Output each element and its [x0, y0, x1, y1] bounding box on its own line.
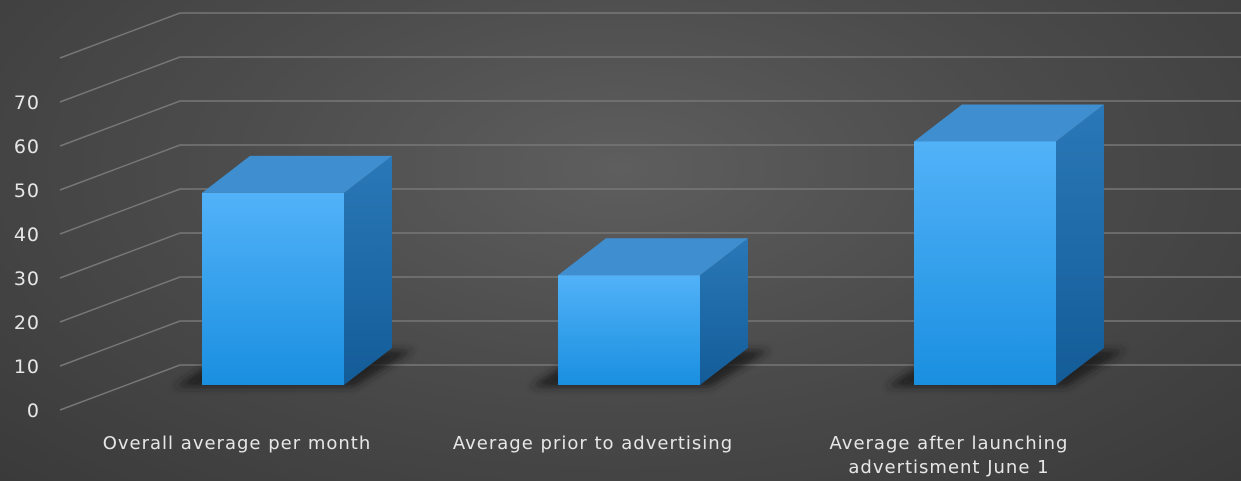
- y-tick-label: 70: [14, 92, 40, 114]
- bar-side: [1056, 104, 1104, 385]
- bar-front: [202, 192, 344, 385]
- category-labels: Overall average per month Average prior t…: [103, 433, 1069, 478]
- gridline: [59, 320, 1241, 367]
- y-tick-label: 0: [27, 400, 40, 422]
- bar-front: [558, 275, 700, 385]
- bar-top: [558, 238, 748, 276]
- gridline: [59, 364, 1241, 411]
- gridlines: [59, 12, 1241, 411]
- bar: [886, 104, 1126, 387]
- bar: [530, 238, 770, 387]
- bar-front: [914, 141, 1056, 385]
- x-category-label: Average after launching advertisment June…: [830, 433, 1069, 478]
- y-tick-label: 50: [14, 180, 40, 202]
- bar: [174, 155, 414, 387]
- gridline: [59, 188, 1241, 235]
- x-category-label: Average prior to advertising: [453, 433, 733, 454]
- gridline: [59, 276, 1241, 323]
- x-category-label: Overall average per month: [103, 433, 372, 454]
- bar-side: [344, 155, 392, 385]
- bar-top: [914, 104, 1104, 142]
- y-axis: 0 10 20 30 40 50 60 70: [14, 92, 40, 422]
- bar-top: [202, 155, 392, 193]
- gridline: [59, 100, 1241, 147]
- bar-side: [700, 238, 748, 385]
- bars: [174, 104, 1126, 387]
- gridline: [59, 232, 1241, 279]
- y-tick-label: 20: [14, 312, 40, 334]
- gridline: [59, 56, 1241, 103]
- y-tick-label: 60: [14, 136, 40, 158]
- y-tick-label: 30: [14, 268, 40, 290]
- gridline: [59, 144, 1241, 191]
- y-tick-label: 40: [14, 224, 40, 246]
- gridline: [59, 12, 1241, 59]
- y-tick-label: 10: [14, 356, 40, 378]
